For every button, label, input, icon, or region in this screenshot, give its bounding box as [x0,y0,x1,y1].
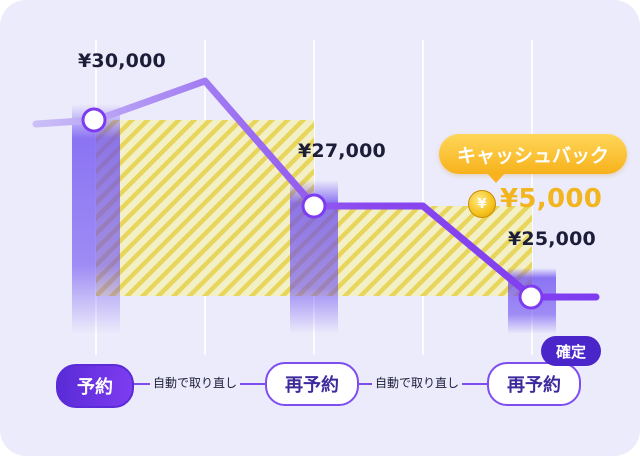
connector-label-second: 自動で取り直し [372,374,463,391]
price-label-first: ¥30,000 [78,50,166,72]
price-point-third [518,284,544,310]
step-reserve-label: 予約 [77,377,113,398]
confirm-badge-label: 確定 [555,342,586,361]
cashback-label: キャッシュバック [456,144,609,167]
step-rebook-first-label: 再予約 [285,375,339,396]
hatched-area-first [96,120,314,296]
step-reserve: 予約 [56,364,134,408]
step-rebook-second: 再予約 [487,362,581,406]
hatched-area-second [314,206,532,296]
step-rebook-second-label: 再予約 [507,375,561,396]
price-label-second: ¥27,000 [298,140,386,162]
price-point-first [81,107,107,133]
step-rebook-first: 再予約 [265,362,359,406]
cashback-badge: キャッシュバック [439,134,627,183]
coin-symbol: ¥ [477,196,487,212]
coin-icon: ¥ [468,190,496,218]
connector-label-first: 自動で取り直し [150,374,241,391]
cashback-amount: ¥5,000 [500,184,603,214]
column-first [72,104,120,334]
price-label-third: ¥25,000 [508,228,596,250]
confirm-badge: 確定 [541,336,601,366]
price-point-second [301,193,327,219]
